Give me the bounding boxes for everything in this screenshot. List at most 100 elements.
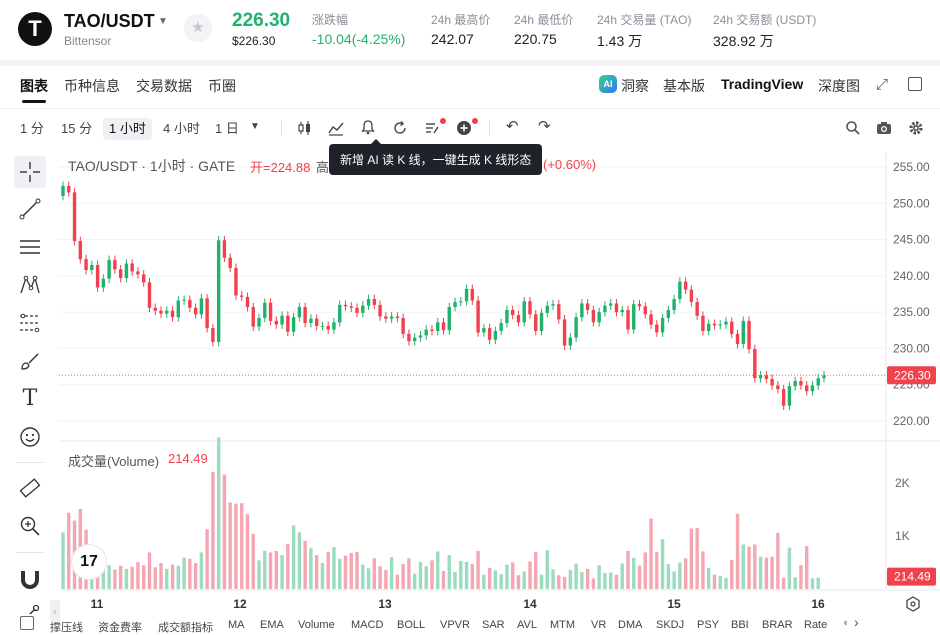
ruler-tool-icon[interactable]: [14, 472, 46, 504]
candle-body: [240, 295, 244, 297]
ai-kline-icon[interactable]: [424, 120, 440, 136]
fibonacci-tool-icon[interactable]: [14, 307, 46, 339]
camera-icon[interactable]: [876, 120, 892, 136]
ticker-header: T TAO/USDT ▼ Bittensor ★ 226.30 $226.30 …: [0, 0, 940, 60]
volume-bar: [666, 564, 671, 589]
indicator-overflow-icon[interactable]: ◖: [842, 617, 849, 629]
redo-icon[interactable]: ↷: [538, 118, 551, 135]
volume-bar: [660, 539, 665, 589]
timeframe-4h[interactable]: 4 小时: [163, 121, 200, 136]
zoom-in-tool-icon[interactable]: [14, 510, 46, 542]
candle-body: [124, 263, 129, 279]
indicator-item[interactable]: BBI: [731, 619, 749, 631]
indicator-item[interactable]: EMA: [260, 619, 284, 631]
replay-icon[interactable]: [392, 120, 408, 136]
candle-body: [170, 310, 175, 318]
alert-bell-icon[interactable]: [360, 119, 376, 135]
indicator-item[interactable]: MACD: [351, 619, 384, 631]
settings-gear-icon[interactable]: [908, 120, 924, 136]
indicator-item[interactable]: Volume: [298, 619, 335, 631]
indicator-item[interactable]: SKDJ: [656, 619, 685, 631]
indicator-item[interactable]: VR: [591, 619, 607, 631]
crosshair-tool-icon[interactable]: [14, 156, 46, 188]
tab-coin-circle[interactable]: 币圈: [208, 78, 236, 94]
timeframe-1h[interactable]: 1 小时: [103, 118, 152, 140]
indicator-item[interactable]: SAR: [482, 619, 505, 631]
lock-tool-icon[interactable]: [14, 600, 46, 614]
indicator-item[interactable]: AVL: [517, 619, 537, 631]
indicator-item[interactable]: PSY: [697, 619, 720, 631]
indicator-item[interactable]: 资金费率: [98, 622, 142, 634]
volume-axis-label: 2K: [895, 476, 910, 490]
volume-bar: [263, 550, 267, 589]
time-axis-label: 13: [378, 597, 392, 611]
popout-window-icon[interactable]: [908, 77, 922, 91]
candle-body: [655, 324, 659, 333]
fullscreen-icon[interactable]: ⤢: [876, 76, 889, 93]
indicator-item[interactable]: MTM: [550, 619, 576, 631]
timeframe-dropdown-icon[interactable]: ▼: [250, 121, 260, 132]
tab-basic[interactable]: 基本版: [663, 78, 705, 94]
tab-trade-data[interactable]: 交易数据: [136, 78, 192, 94]
time-axis-label: 14: [523, 597, 537, 611]
volume-bar: [240, 503, 244, 589]
volume-bar: [689, 528, 694, 589]
indicator-item[interactable]: BOLL: [397, 619, 426, 631]
indicator-item[interactable]: BRAR: [762, 619, 793, 631]
timeframe-15m[interactable]: 15 分: [61, 121, 93, 136]
pattern-tool-icon[interactable]: [14, 269, 46, 301]
add-plus-icon[interactable]: [456, 120, 472, 136]
brush-tool-icon[interactable]: [14, 345, 46, 377]
candle-body: [678, 281, 682, 300]
horizontal-lines-tool-icon[interactable]: [14, 231, 46, 263]
volume-bar: [516, 575, 521, 589]
candle-body: [395, 316, 400, 318]
candle-body: [487, 328, 492, 340]
indicator-list-icon[interactable]: [20, 616, 34, 630]
volume-bar: [170, 564, 175, 589]
tradingview-logo[interactable]: 17: [72, 545, 106, 579]
text-tool-icon[interactable]: T: [22, 386, 38, 411]
tab-depth[interactable]: 深度图: [818, 78, 860, 94]
trend-line-tool-icon[interactable]: [14, 193, 46, 225]
indicator-item[interactable]: DMA: [618, 619, 643, 631]
tab-tradingview[interactable]: TradingView: [721, 76, 804, 92]
candle-body: [459, 301, 463, 303]
volume-bar: [603, 573, 607, 589]
pair-symbol[interactable]: TAO/USDT: [64, 11, 155, 31]
ai-insight-icon[interactable]: AI: [599, 75, 617, 93]
candle-body: [816, 378, 820, 386]
search-icon[interactable]: [845, 120, 861, 136]
coin-name: Bittensor: [64, 34, 112, 48]
collapse-toolbar-button[interactable]: ‹: [50, 600, 60, 622]
last-price-badge-label: 226.30: [894, 368, 931, 382]
scale-settings-icon[interactable]: [906, 596, 920, 612]
volume-bar: [228, 502, 232, 589]
indicator-item[interactable]: Rate: [804, 619, 828, 631]
scroll-right-icon[interactable]: ›: [854, 614, 859, 630]
emoji-tool-icon[interactable]: [14, 421, 46, 453]
timeframe-1m[interactable]: 1 分: [20, 121, 44, 136]
indicators-icon[interactable]: [328, 120, 344, 136]
magnet-tool-icon[interactable]: [14, 562, 46, 594]
tab-insight[interactable]: 洞察: [621, 78, 649, 94]
tab-coin-info[interactable]: 币种信息: [64, 78, 120, 94]
undo-icon[interactable]: ↶: [506, 118, 519, 135]
candle-body: [263, 302, 267, 318]
volume-bar: [136, 561, 140, 589]
indicator-item[interactable]: 成交额指标: [158, 622, 213, 634]
indicator-item[interactable]: 撑压线: [50, 622, 83, 634]
volume-bar: [447, 555, 451, 589]
candle-body: [297, 307, 302, 318]
volume-bar: [557, 575, 561, 589]
candle-body: [130, 263, 134, 272]
change-label: 涨跌幅: [312, 13, 349, 27]
favorite-star-icon[interactable]: ★: [184, 14, 212, 42]
indicator-item[interactable]: MA: [228, 619, 245, 631]
indicator-item[interactable]: VPVR: [440, 619, 470, 631]
tab-chart[interactable]: 图表: [20, 78, 48, 94]
pair-dropdown-icon[interactable]: ▼: [158, 16, 168, 27]
timeframe-1d[interactable]: 1 日: [215, 121, 239, 136]
candle-type-icon[interactable]: [297, 120, 313, 136]
